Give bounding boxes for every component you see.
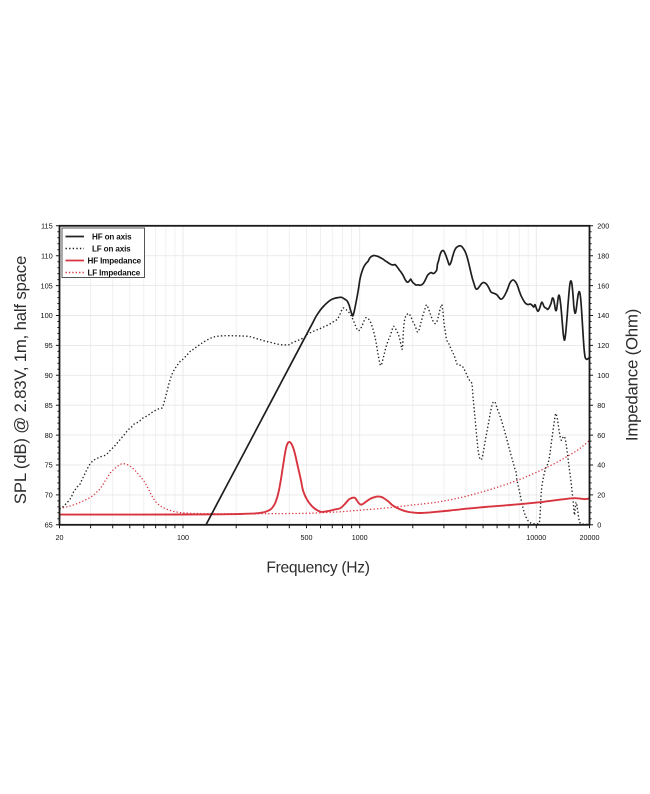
svg-text:20000: 20000 xyxy=(580,533,600,542)
svg-text:80: 80 xyxy=(597,401,605,410)
svg-text:20: 20 xyxy=(597,491,605,500)
svg-text:85: 85 xyxy=(45,401,53,410)
svg-text:110: 110 xyxy=(41,251,53,260)
svg-text:120: 120 xyxy=(597,341,609,350)
svg-text:95: 95 xyxy=(45,341,53,350)
svg-text:115: 115 xyxy=(41,222,53,231)
svg-text:SPL (dB) @ 2.83V, 1m, half spa: SPL (dB) @ 2.83V, 1m, half space xyxy=(11,256,30,504)
svg-text:Impedance (Ohm): Impedance (Ohm) xyxy=(623,309,642,441)
svg-text:75: 75 xyxy=(45,461,53,470)
svg-text:65: 65 xyxy=(45,521,53,530)
svg-text:70: 70 xyxy=(45,491,53,500)
svg-text:Frequency (Hz): Frequency (Hz) xyxy=(266,560,369,577)
svg-text:160: 160 xyxy=(597,281,609,290)
svg-text:200: 200 xyxy=(597,222,609,231)
svg-text:HF Impedance: HF Impedance xyxy=(88,257,142,266)
svg-text:140: 140 xyxy=(597,311,609,320)
svg-text:10000: 10000 xyxy=(526,533,546,542)
svg-text:60: 60 xyxy=(597,431,605,440)
svg-text:LF on axis: LF on axis xyxy=(92,245,131,254)
svg-text:LF Impedance: LF Impedance xyxy=(88,269,141,278)
svg-text:0: 0 xyxy=(597,521,601,530)
svg-text:180: 180 xyxy=(597,251,609,260)
svg-text:100: 100 xyxy=(40,311,52,320)
svg-text:1000: 1000 xyxy=(352,533,368,542)
svg-text:500: 500 xyxy=(301,533,313,542)
svg-text:100: 100 xyxy=(177,533,189,542)
svg-text:40: 40 xyxy=(597,461,605,470)
svg-text:80: 80 xyxy=(45,431,53,440)
svg-text:100: 100 xyxy=(597,371,609,380)
svg-text:20: 20 xyxy=(56,533,64,542)
svg-text:90: 90 xyxy=(45,371,53,380)
svg-text:105: 105 xyxy=(40,281,52,290)
svg-text:HF on axis: HF on axis xyxy=(92,233,132,242)
